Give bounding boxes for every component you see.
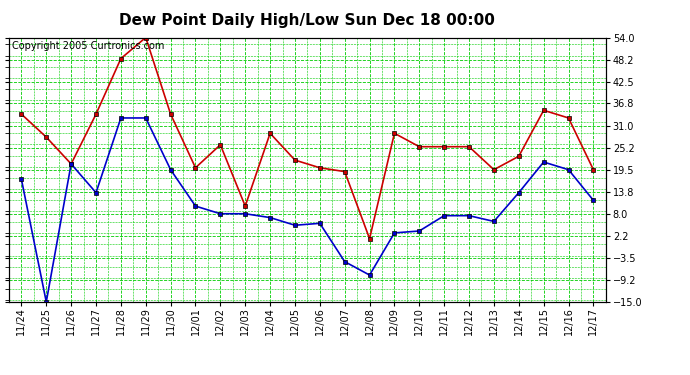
Text: Dew Point Daily High/Low Sun Dec 18 00:00: Dew Point Daily High/Low Sun Dec 18 00:0… [119, 13, 495, 28]
Text: Copyright 2005 Curtronics.com: Copyright 2005 Curtronics.com [12, 42, 164, 51]
